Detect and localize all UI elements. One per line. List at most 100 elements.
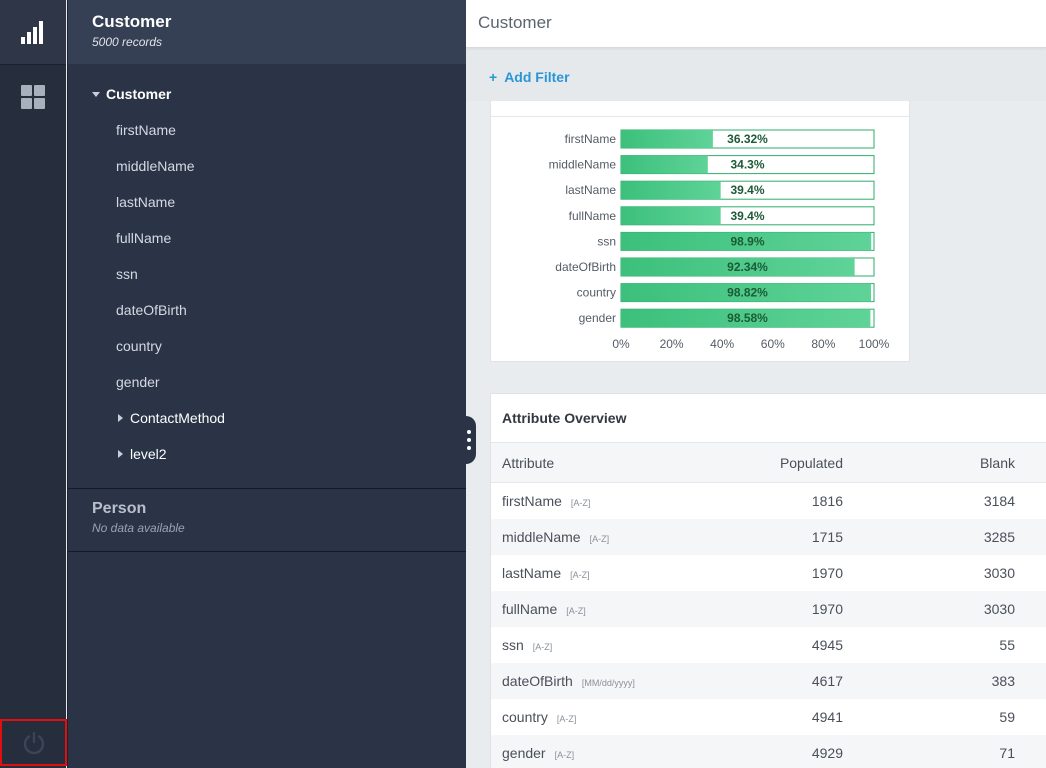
add-filter-button[interactable]: + Add Filter bbox=[466, 49, 1046, 101]
dot bbox=[467, 430, 471, 434]
table-header: Attribute Populated Blank bbox=[491, 443, 1046, 483]
cell-populated: 1970 bbox=[811, 565, 843, 581]
grid-icon bbox=[21, 85, 45, 109]
tree-node-level2[interactable]: level2 bbox=[118, 444, 167, 464]
chart-bar bbox=[621, 155, 708, 174]
chart-data-label: 39.4% bbox=[730, 209, 764, 223]
chart-tick-label: 40% bbox=[710, 337, 734, 351]
table-row[interactable]: dateOfBirth [MM/dd/yyyy] 4617 383 bbox=[491, 663, 1046, 699]
cell-blank: 3030 bbox=[983, 601, 1015, 617]
nav-dashboard[interactable] bbox=[0, 65, 66, 129]
chart-data-label: 92.34% bbox=[727, 260, 768, 274]
tree-field-dateofbirth[interactable]: dateOfBirth bbox=[116, 302, 187, 318]
chart-tick-label: 80% bbox=[811, 337, 835, 351]
tree-field-gender[interactable]: gender bbox=[116, 374, 160, 390]
cell-blank: 3285 bbox=[983, 529, 1015, 545]
tree-node-contactmethod[interactable]: ContactMethod bbox=[118, 408, 225, 428]
chart-data-label: 34.3% bbox=[730, 158, 764, 172]
attribute-format: [A-Z] bbox=[570, 569, 590, 580]
attribute-name: middleName bbox=[502, 529, 581, 545]
caret-right-icon[interactable] bbox=[118, 414, 123, 422]
attribute-format: [A-Z] bbox=[566, 605, 586, 616]
table-row[interactable]: gender [A-Z] 4929 71 bbox=[491, 735, 1046, 768]
cell-blank: 383 bbox=[991, 673, 1015, 689]
datasource-title: Customer bbox=[92, 12, 172, 31]
plus-icon: + bbox=[489, 69, 498, 85]
tree-field-country[interactable]: country bbox=[116, 338, 162, 354]
tree-field-ssn[interactable]: ssn bbox=[116, 266, 138, 282]
cell-populated: 1715 bbox=[811, 529, 843, 545]
caret-right-icon[interactable] bbox=[118, 450, 123, 458]
cell-populated: 4941 bbox=[811, 709, 843, 725]
table-row[interactable]: lastName [A-Z] 1970 3030 bbox=[491, 555, 1046, 591]
power-icon bbox=[23, 731, 44, 754]
chart-category-label: fullName bbox=[569, 209, 617, 223]
cell-attribute: fullName [A-Z] bbox=[502, 591, 586, 627]
attribute-format: [MM/dd/yyyy] bbox=[581, 677, 635, 688]
add-filter-label: Add Filter bbox=[504, 69, 570, 85]
chart-bar bbox=[621, 130, 713, 148]
panel-collapse-handle[interactable] bbox=[462, 416, 476, 464]
col-header-populated[interactable]: Populated bbox=[779, 454, 843, 471]
chart-category-label: ssn bbox=[597, 234, 616, 248]
tree-field-fullname[interactable]: fullName bbox=[116, 230, 172, 246]
card-header-divider bbox=[491, 116, 909, 117]
cell-populated: 4617 bbox=[811, 673, 843, 689]
table-row[interactable]: ssn [A-Z] 4945 55 bbox=[491, 627, 1046, 663]
cell-attribute: middleName [A-Z] bbox=[502, 519, 609, 555]
chart-data-label: 98.9% bbox=[730, 234, 764, 248]
tree-field-firstname[interactable]: firstName bbox=[116, 122, 176, 138]
table-row[interactable]: firstName [A-Z] 1816 3184 bbox=[491, 483, 1046, 519]
cell-attribute: firstName [A-Z] bbox=[502, 483, 590, 519]
chart-bar bbox=[621, 181, 721, 200]
attribute-format: [A-Z] bbox=[554, 749, 575, 760]
attribute-name: fullName bbox=[502, 601, 558, 617]
cell-blank: 59 bbox=[999, 709, 1015, 725]
attribute-name: country bbox=[502, 709, 548, 725]
attribute-name: gender bbox=[502, 745, 546, 761]
attribute-tree: Customer firstName middleName lastName f… bbox=[68, 64, 466, 488]
datasource-record-count: 5000 records bbox=[92, 35, 163, 49]
cell-attribute: dateOfBirth [MM/dd/yyyy] bbox=[502, 663, 635, 699]
chart-category-label: gender bbox=[579, 311, 616, 325]
col-header-attribute[interactable]: Attribute bbox=[502, 454, 555, 471]
cell-attribute: lastName [A-Z] bbox=[502, 555, 590, 591]
nav-profiling[interactable] bbox=[0, 0, 66, 64]
tree-node-label: level2 bbox=[130, 446, 167, 462]
chart-data-label: 36.32% bbox=[727, 132, 768, 146]
chart-category-label: dateOfBirth bbox=[555, 260, 616, 274]
datasource-customer[interactable]: Customer 5000 records bbox=[68, 0, 466, 64]
chart-bar bbox=[621, 206, 721, 225]
table-row[interactable]: fullName [A-Z] 1970 3030 bbox=[491, 591, 1046, 627]
icon-rail bbox=[0, 0, 67, 768]
attribute-overview-card: Attribute Overview Attribute Populated B… bbox=[490, 393, 1046, 768]
cell-blank: 3030 bbox=[983, 565, 1015, 581]
col-header-blank[interactable]: Blank bbox=[979, 454, 1015, 471]
chart-data-label: 98.58% bbox=[727, 311, 768, 325]
tree-field-middlename[interactable]: middleName bbox=[116, 158, 195, 174]
attribute-name: lastName bbox=[502, 565, 562, 581]
caret-down-icon[interactable] bbox=[92, 91, 100, 97]
tree-node-customer[interactable]: Customer bbox=[92, 84, 171, 104]
chart-tick-label: 60% bbox=[761, 337, 785, 351]
power-button[interactable] bbox=[0, 719, 67, 766]
cell-attribute: gender [A-Z] bbox=[502, 735, 574, 768]
chart-bar bbox=[621, 309, 871, 328]
tree-field-lastname[interactable]: lastName bbox=[116, 194, 176, 210]
attribute-format: [A-Z] bbox=[532, 641, 553, 652]
table-row[interactable]: middleName [A-Z] 1715 3285 bbox=[491, 519, 1046, 555]
attribute-name: ssn bbox=[502, 637, 524, 653]
table-row[interactable]: country [A-Z] 4941 59 bbox=[491, 699, 1046, 735]
cell-attribute: ssn [A-Z] bbox=[502, 627, 552, 663]
table-body: firstName [A-Z] 1816 3184 middleName [A-Z] 171… bbox=[491, 483, 1046, 768]
chart-data-label: 98.82% bbox=[727, 286, 768, 300]
attribute-name: dateOfBirth bbox=[502, 673, 573, 689]
cell-populated: 1970 bbox=[811, 601, 843, 617]
attribute-overview-title: Attribute Overview bbox=[491, 394, 1046, 443]
datasource-panel: Customer 5000 records Customer firstName… bbox=[67, 0, 467, 768]
datasource-person[interactable]: Person No data available bbox=[92, 500, 185, 535]
datasource-record-count: No data available bbox=[92, 521, 185, 535]
chart-category-label: middleName bbox=[549, 158, 617, 172]
main-content: Customer + Add Filter firstName 36.32% midd… bbox=[466, 0, 1046, 768]
chart-category-label: firstName bbox=[565, 132, 617, 146]
